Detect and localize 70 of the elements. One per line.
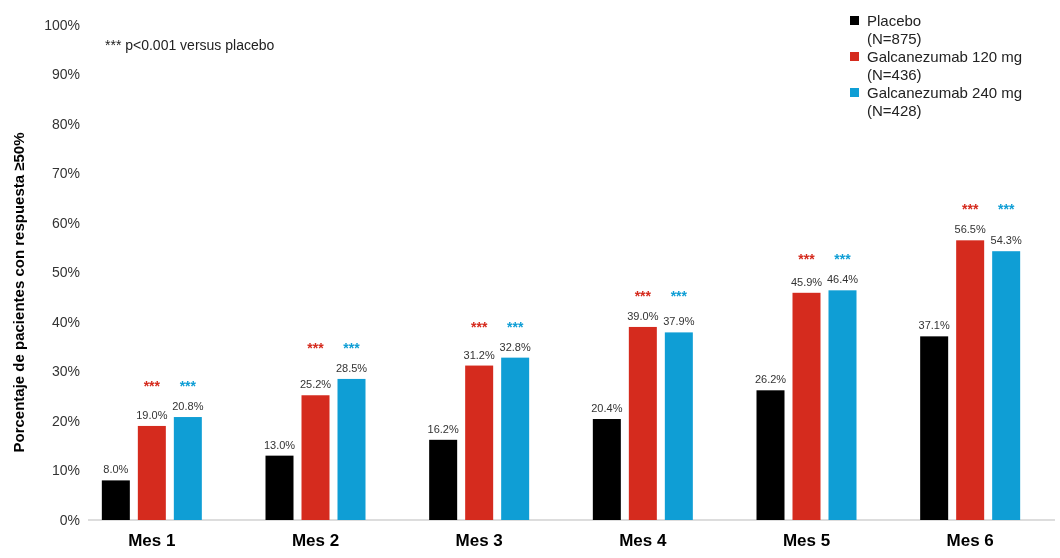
legend-label: Placebo (N=875) xyxy=(867,12,922,47)
data-label: 16.2% xyxy=(427,422,459,435)
data-label: 26.2% xyxy=(754,373,787,386)
annotation: *** xyxy=(798,251,816,268)
legend-label: Galcanezumab 120 mg (N=436) xyxy=(867,48,1023,83)
data-label: 25.2% xyxy=(299,378,332,391)
annotation: *** xyxy=(179,378,197,395)
data-label: 28.5% xyxy=(335,361,368,374)
annotation: *** xyxy=(143,378,161,395)
y-axis-title: Porcentaje de pacientes con respuesta ≥50% xyxy=(10,132,27,453)
data-label: 31.2% xyxy=(463,348,495,361)
y-tick-label: 10% xyxy=(51,462,80,479)
bar xyxy=(592,419,621,520)
annotation: *** xyxy=(961,201,979,218)
bar xyxy=(956,240,985,520)
bar xyxy=(265,455,294,520)
y-tick-label: 30% xyxy=(51,363,80,380)
bar xyxy=(828,290,857,520)
y-tick-label: 40% xyxy=(51,313,80,330)
data-label: 37.9% xyxy=(663,315,695,328)
x-tick-label: Mes 2 xyxy=(291,531,340,551)
annotation: *** xyxy=(343,339,361,356)
bar xyxy=(337,378,366,520)
bar xyxy=(920,336,949,520)
data-label: 32.8% xyxy=(499,340,531,353)
x-tick-label: Mes 6 xyxy=(946,531,994,551)
data-label: 20.4% xyxy=(591,402,623,415)
bar xyxy=(501,357,530,520)
data-label: 8.0% xyxy=(103,463,129,476)
annotation: *** xyxy=(997,201,1015,218)
data-label: 54.3% xyxy=(990,234,1022,247)
y-tick-label: 80% xyxy=(51,115,80,132)
y-tick-label: 0% xyxy=(59,511,80,528)
legend-label: Galcanezumab 240 mg (N=428) xyxy=(867,84,1023,119)
data-label: 20.8% xyxy=(172,400,204,413)
y-tick-label: 60% xyxy=(51,214,80,231)
data-label: 45.9% xyxy=(790,275,823,288)
data-label: 37.1% xyxy=(918,319,950,332)
bar xyxy=(301,395,330,520)
annotation: *** xyxy=(834,251,852,268)
bar xyxy=(173,417,202,520)
x-tick-label: Mes 4 xyxy=(619,531,667,551)
y-tick-label: 20% xyxy=(51,412,80,429)
x-tick-label: Mes 5 xyxy=(782,531,831,551)
bar xyxy=(628,326,657,520)
annotation: *** xyxy=(506,318,524,335)
y-tick-label: 50% xyxy=(51,264,80,281)
bar xyxy=(101,480,130,520)
annotation: *** xyxy=(307,339,325,356)
bar xyxy=(429,439,458,520)
data-label: 19.0% xyxy=(136,408,168,421)
data-label: 46.4% xyxy=(826,273,859,286)
y-tick-label: 70% xyxy=(51,165,80,182)
data-label: 13.0% xyxy=(263,438,296,451)
x-tick-label: Mes 1 xyxy=(128,531,176,551)
bar xyxy=(792,292,821,520)
bar xyxy=(992,251,1021,520)
annotation: *** xyxy=(634,287,652,304)
annotation: *** xyxy=(670,287,688,304)
data-label: 39.0% xyxy=(627,309,659,322)
bar xyxy=(465,365,494,520)
bar xyxy=(664,332,693,520)
data-label: 56.5% xyxy=(954,223,986,236)
bar xyxy=(137,425,166,520)
y-tick-label: 100% xyxy=(44,16,80,33)
y-tick-label: 90% xyxy=(51,66,80,83)
x-tick-label: Mes 3 xyxy=(455,531,503,551)
annotation: *** p<0.001 versus placebo xyxy=(105,37,275,53)
bar xyxy=(756,390,785,520)
annotation: *** xyxy=(470,318,488,335)
